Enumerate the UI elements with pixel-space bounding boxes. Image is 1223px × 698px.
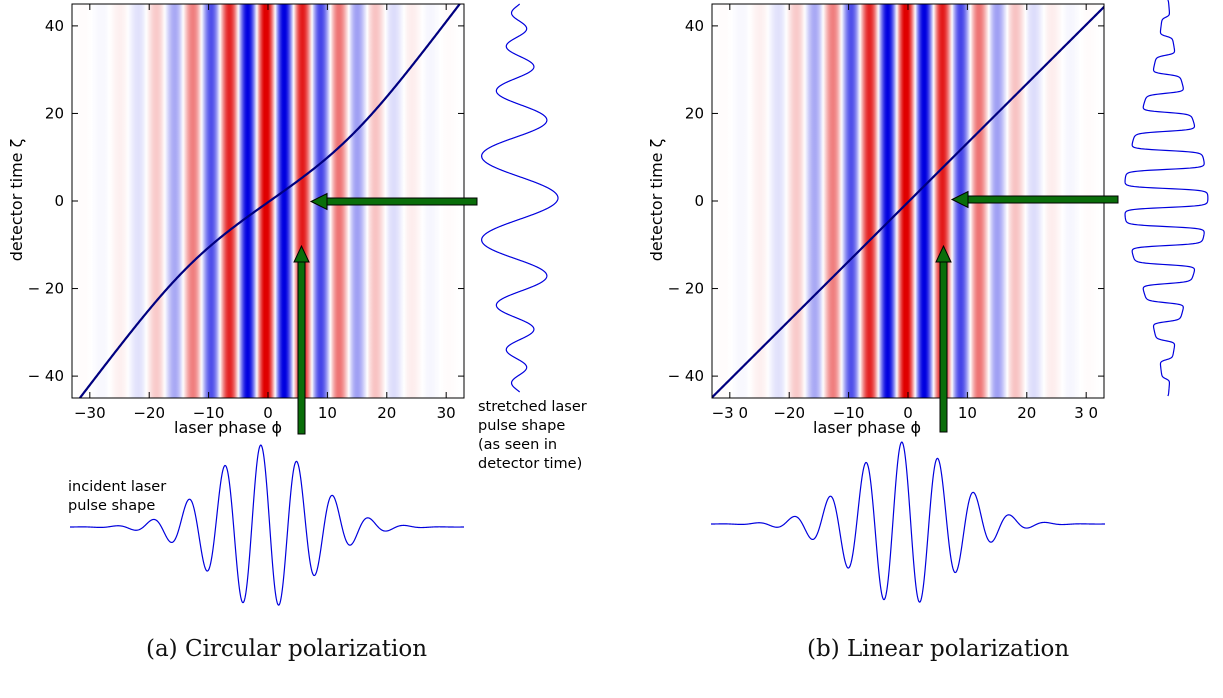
xlabel-a: laser phase ϕ — [174, 418, 282, 437]
arrow-up-a — [293, 244, 310, 435]
x-tick-label: −3 0 — [712, 404, 748, 422]
y-tick-label: 20 — [45, 104, 64, 122]
x-tick-label: −20 — [133, 404, 165, 422]
x-tick-label: 20 — [377, 404, 396, 422]
y-tick-label: 40 — [45, 17, 64, 35]
arrow-left-b — [950, 190, 1119, 209]
x-tick-label: 10 — [958, 404, 977, 422]
x-tick-label: 0 — [263, 404, 273, 422]
annotation-incident: incident laser pulse shape — [68, 479, 167, 514]
stretched-pulse-waveform — [481, 3, 559, 393]
x-tick-label: 10 — [318, 404, 337, 422]
x-tick-label: 3 0 — [1074, 404, 1098, 422]
ticks-a: −30 −20 −10 0 10 20 30 − 40 − 20 0 20 40 — [28, 4, 464, 422]
arrow-up-b — [935, 244, 952, 433]
x-tick-label: −10 — [193, 404, 225, 422]
x-tick-label: −20 — [773, 404, 805, 422]
y-tick-label: 0 — [54, 192, 64, 210]
x-tick-label: −10 — [833, 404, 865, 422]
y-tick-label: 40 — [685, 17, 704, 35]
xlabel-b: laser phase ϕ — [813, 418, 921, 437]
ticks-b: −3 0 −20 −10 0 10 20 3 0 − 40 − 20 0 20 40 — [668, 4, 1104, 422]
arrow-left-a — [309, 192, 478, 211]
mapping-curve-a — [78, 4, 462, 398]
panel-a: −30 −20 −10 0 10 20 30 − 40 − 20 0 20 40 laser phas… — [7, 3, 559, 606]
caption-a: (a) Circular polarization — [146, 636, 428, 662]
y-tick-label: − 40 — [28, 367, 64, 385]
panel-b: −3 0 −20 −10 0 10 20 3 0 − 40 − 20 0 20 40 laser ph… — [647, 0, 1209, 603]
mapping-curve-b — [712, 5, 1104, 398]
x-tick-label: 20 — [1017, 404, 1036, 422]
y-tick-label: − 40 — [668, 367, 704, 385]
y-tick-label: 20 — [685, 104, 704, 122]
y-tick-label: − 20 — [28, 280, 64, 298]
caption-b: (b) Linear polarization — [807, 636, 1070, 662]
incident-pulse-waveform-b — [711, 441, 1105, 603]
x-tick-label: 30 — [437, 404, 456, 422]
annotation-stretched: stretched laser pulse shape (as seen in … — [478, 399, 587, 472]
x-tick-label: 0 — [903, 404, 913, 422]
x-tick-label: −30 — [74, 404, 106, 422]
y-tick-label: 0 — [694, 192, 704, 210]
ylabel-b: detector time ζ — [647, 139, 666, 262]
stretched-pulse-waveform-b — [1124, 0, 1209, 397]
y-tick-label: − 20 — [668, 280, 704, 298]
incident-pulse-waveform — [70, 444, 464, 606]
ylabel-a: detector time ζ — [7, 139, 26, 262]
